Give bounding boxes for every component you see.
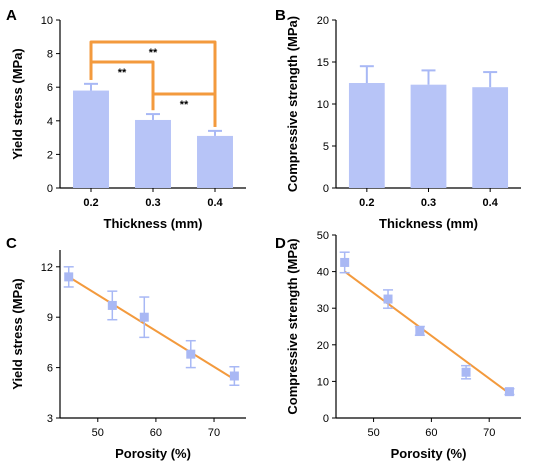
y-tick-label: 20 xyxy=(317,340,329,352)
x-tick-label: 0.4 xyxy=(207,197,223,209)
x-tick-label: 0.2 xyxy=(83,197,98,209)
y-tick-label: 6 xyxy=(47,363,53,375)
y-tick-label: 10 xyxy=(317,99,329,111)
x-tick-label: 0.3 xyxy=(421,197,436,209)
bar xyxy=(472,87,509,188)
data-point xyxy=(139,312,149,322)
panel-letter-d: D xyxy=(275,235,286,252)
panel-letter-a: A xyxy=(6,7,17,24)
fit-line xyxy=(344,270,511,395)
data-point xyxy=(107,300,117,310)
x-tick-label: 60 xyxy=(150,427,162,439)
data-point xyxy=(186,349,196,359)
data-point xyxy=(383,294,393,304)
y-tick-label: 50 xyxy=(317,230,329,242)
bar xyxy=(197,135,233,188)
bar xyxy=(410,84,447,188)
significance-label: ** xyxy=(118,67,127,79)
y-axis-title: Yield stress (MPa) xyxy=(10,278,25,390)
x-tick-label: 50 xyxy=(92,427,104,439)
significance-bracket xyxy=(89,60,155,111)
x-tick-label: 70 xyxy=(483,427,495,439)
y-tick-label: 30 xyxy=(317,303,329,315)
y-axis-title: Compressive strength (MPa) xyxy=(285,16,300,192)
y-tick-label: 4 xyxy=(47,116,53,128)
panel-letter-c: C xyxy=(6,235,17,252)
x-axis-title: Porosity (%) xyxy=(115,446,191,461)
y-tick-label: 20 xyxy=(317,15,329,27)
y-tick-label: 15 xyxy=(317,57,329,69)
y-tick-label: 5 xyxy=(323,141,329,153)
data-point xyxy=(461,367,471,377)
y-tick-label: 2 xyxy=(47,149,53,161)
y-tick-label: 40 xyxy=(317,267,329,279)
y-tick-label: 0 xyxy=(47,183,53,195)
x-axis-title: Thickness (mm) xyxy=(104,216,203,231)
bar xyxy=(73,90,109,188)
y-tick-label: 6 xyxy=(47,82,53,94)
y-tick-label: 0 xyxy=(323,413,329,425)
x-tick-label: 0.2 xyxy=(359,197,374,209)
data-point xyxy=(64,272,74,282)
data-point xyxy=(415,326,425,336)
x-tick-label: 60 xyxy=(425,427,437,439)
data-point xyxy=(340,257,350,267)
y-tick-label: 10 xyxy=(317,376,329,388)
bar xyxy=(348,83,385,188)
significance-bracket xyxy=(151,92,217,127)
x-tick-label: 0.4 xyxy=(483,197,499,209)
y-tick-label: 8 xyxy=(47,49,53,61)
x-tick-label: 50 xyxy=(367,427,379,439)
y-tick-label: 0 xyxy=(323,183,329,195)
x-tick-label: 70 xyxy=(208,427,220,439)
bar xyxy=(135,119,171,188)
y-axis-title: Compressive strength (MPa) xyxy=(285,238,300,414)
significance-label: ** xyxy=(180,99,189,111)
x-tick-label: 0.3 xyxy=(145,197,160,209)
x-axis-title: Porosity (%) xyxy=(391,446,467,461)
data-point xyxy=(504,387,514,397)
y-axis-title: Yield stress (MPa) xyxy=(10,48,25,160)
significance-label: ** xyxy=(149,47,158,59)
data-point xyxy=(229,371,239,381)
y-tick-label: 10 xyxy=(41,15,53,27)
y-tick-label: 12 xyxy=(41,262,53,274)
y-tick-label: 9 xyxy=(47,312,53,324)
panel-letter-b: B xyxy=(275,7,286,24)
x-axis-title: Thickness (mm) xyxy=(379,216,478,231)
fit-line xyxy=(68,276,235,381)
y-tick-label: 3 xyxy=(47,413,53,425)
